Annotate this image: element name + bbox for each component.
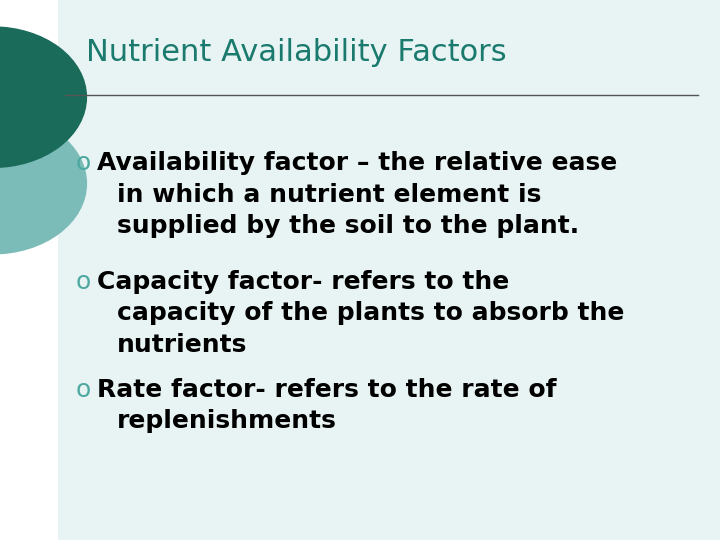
Text: replenishments: replenishments	[117, 409, 337, 433]
Text: Nutrient Availability Factors: Nutrient Availability Factors	[86, 38, 507, 67]
Text: in which a nutrient element is: in which a nutrient element is	[117, 183, 541, 206]
Text: Rate factor- refers to the rate of: Rate factor- refers to the rate of	[97, 378, 557, 402]
Text: supplied by the soil to the plant.: supplied by the soil to the plant.	[117, 214, 580, 238]
Text: Availability factor – the relative ease: Availability factor – the relative ease	[97, 151, 618, 175]
Circle shape	[0, 27, 86, 167]
Text: o: o	[76, 378, 91, 402]
Text: o: o	[76, 151, 91, 175]
Circle shape	[0, 113, 86, 254]
Text: Capacity factor- refers to the: Capacity factor- refers to the	[97, 270, 510, 294]
Text: o: o	[76, 270, 91, 294]
Text: nutrients: nutrients	[117, 333, 248, 356]
Text: capacity of the plants to absorb the: capacity of the plants to absorb the	[117, 301, 625, 325]
